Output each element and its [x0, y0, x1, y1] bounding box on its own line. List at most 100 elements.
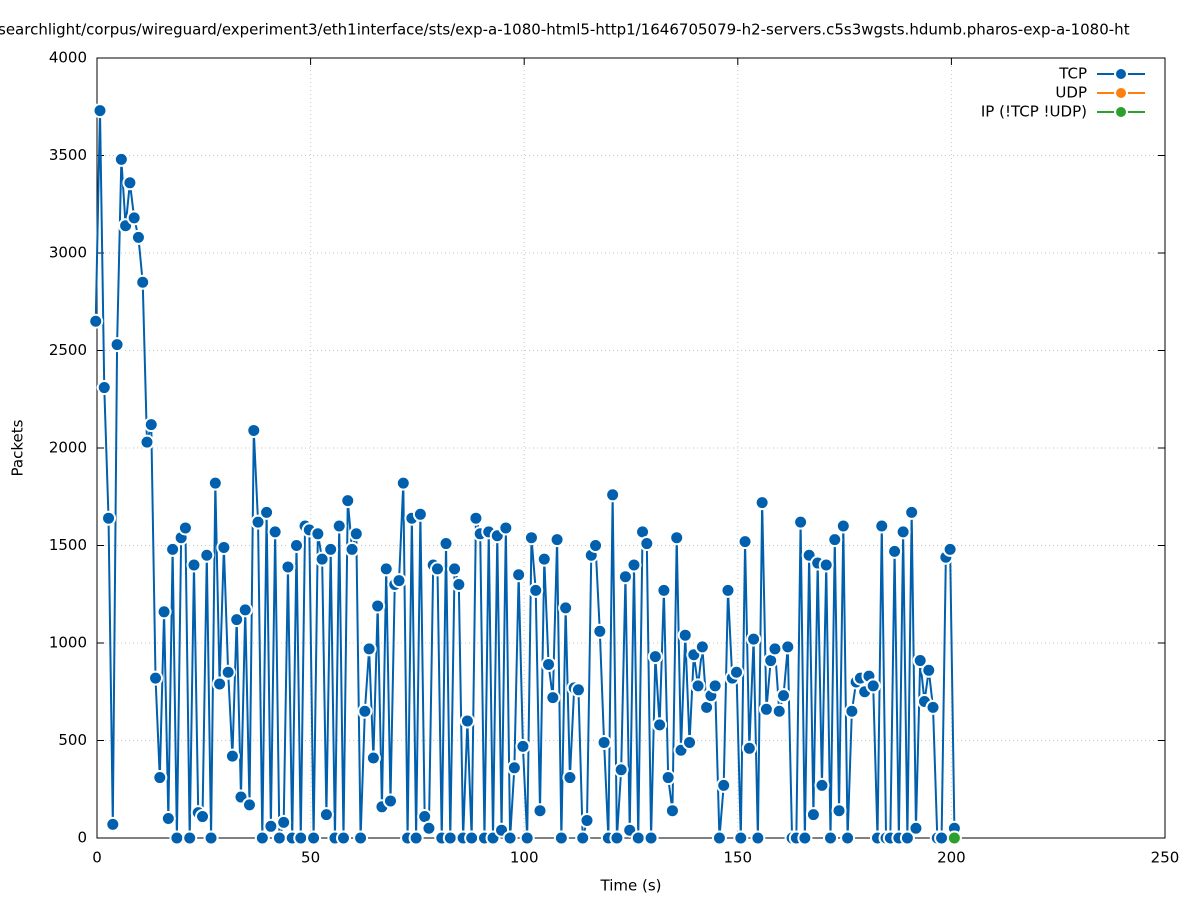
x-tick-label: 150 [723, 849, 752, 867]
data-point [553, 830, 569, 846]
legend-label: TCP [1058, 65, 1087, 83]
data-point [314, 551, 330, 567]
data-point [793, 514, 809, 530]
y-tick-label: 3500 [49, 146, 87, 164]
data-point [464, 830, 480, 846]
data-point [177, 520, 193, 536]
data-point [664, 803, 680, 819]
data-point [135, 274, 151, 290]
data-point [797, 830, 813, 846]
data-point [536, 551, 552, 567]
data-point [934, 830, 950, 846]
data-point [348, 526, 364, 542]
data-point [498, 520, 514, 536]
data-point [570, 682, 586, 698]
y-tick-label: 4000 [49, 49, 87, 67]
data-point [250, 514, 266, 530]
data-point [660, 770, 676, 786]
data-point [361, 641, 377, 657]
data-point [630, 830, 646, 846]
data-point [528, 582, 544, 598]
data-point [776, 688, 792, 704]
data-point [220, 664, 236, 680]
data-point [344, 541, 360, 557]
data-point [596, 734, 612, 750]
data-point [395, 475, 411, 491]
data-point [357, 703, 373, 719]
data-point [814, 777, 830, 793]
legend-label: IP (!TCP !UDP) [981, 103, 1087, 121]
data-point [652, 717, 668, 733]
data-point [207, 475, 223, 491]
data-point [532, 803, 548, 819]
data-point [122, 175, 138, 191]
data-point [391, 573, 407, 589]
data-point [656, 582, 672, 598]
data-point [694, 639, 710, 655]
data-point [669, 530, 685, 546]
data-point [130, 229, 146, 245]
data-point [271, 830, 287, 846]
data-point [741, 740, 757, 756]
data-point [519, 830, 535, 846]
y-tick-label: 2500 [49, 341, 87, 359]
legend-marker [1114, 86, 1128, 100]
data-point [515, 738, 531, 754]
data-point [575, 830, 591, 846]
data-point [199, 547, 215, 563]
data-point [224, 748, 240, 764]
data-point [113, 151, 129, 167]
data-point [895, 524, 911, 540]
data-point [139, 434, 155, 450]
data-point [92, 103, 108, 119]
data-point [750, 830, 766, 846]
data-point [805, 807, 821, 823]
data-point [126, 210, 142, 226]
data-point [682, 734, 698, 750]
data-point [276, 814, 292, 830]
data-point [267, 524, 283, 540]
data-point [545, 690, 561, 706]
data-point [186, 557, 202, 573]
y-axis-label: Packets [9, 419, 27, 476]
data-point [242, 797, 258, 813]
data-point [412, 506, 428, 522]
data-point [101, 510, 117, 526]
data-point [677, 627, 693, 643]
data-point [711, 830, 727, 846]
data-point [613, 762, 629, 778]
x-tick-label: 50 [301, 849, 320, 867]
data-point [310, 526, 326, 542]
data-point [323, 541, 339, 557]
data-point [729, 664, 745, 680]
data-point [579, 812, 595, 828]
data-point [908, 820, 924, 836]
data-point [237, 602, 253, 618]
data-point [771, 703, 787, 719]
data-point [502, 830, 518, 846]
data-point [246, 422, 262, 438]
data-point [588, 538, 604, 553]
data-point [105, 816, 121, 832]
data-point [370, 598, 386, 614]
data-point [438, 536, 454, 552]
x-tick-label: 250 [1151, 849, 1180, 867]
data-point [737, 534, 753, 550]
data-point [733, 830, 749, 846]
data-point [259, 504, 275, 520]
data-point [293, 830, 309, 846]
data-point [690, 678, 706, 694]
data-point [421, 820, 437, 836]
data-point [562, 770, 578, 786]
data-point [382, 793, 398, 809]
data-point [643, 830, 659, 846]
data-point [946, 830, 962, 846]
data-point [468, 510, 484, 526]
data-point [541, 656, 557, 672]
data-point [229, 612, 245, 628]
data-point [823, 830, 839, 846]
data-point [408, 830, 424, 846]
data-point [156, 604, 172, 620]
legend-marker [1114, 67, 1128, 81]
